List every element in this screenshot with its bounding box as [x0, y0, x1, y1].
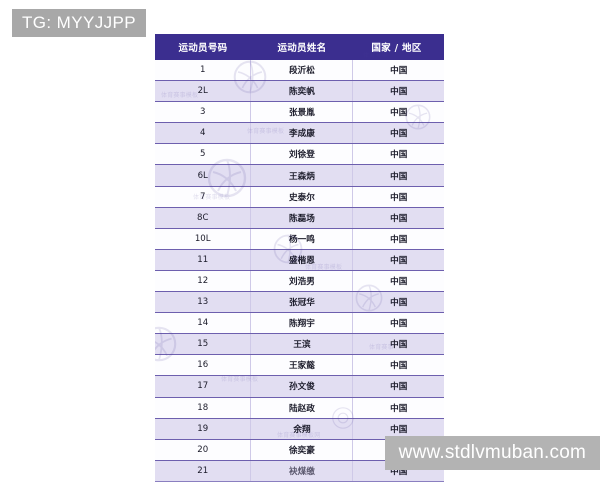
cell-athlete-number: 3 — [155, 101, 252, 124]
cell-country-region: 中国 — [352, 333, 444, 356]
table-row[interactable]: 1 段沂松 中国 — [155, 60, 444, 82]
table-row[interactable]: 7 史泰尔 中国 — [155, 186, 444, 208]
cell-athlete-number: 4 — [155, 122, 252, 145]
cell-athlete-name: 余翔 — [250, 418, 354, 440]
tg-tag-badge: TG: MYYJJPP — [12, 9, 146, 37]
cell-athlete-name: 史泰尔 — [250, 186, 354, 208]
cell-athlete-number: 14 — [155, 312, 252, 335]
table-row[interactable]: 14 陈翔宇 中国 — [155, 312, 444, 335]
cell-country-region: 中国 — [352, 228, 444, 250]
cell-athlete-number: 6L — [155, 164, 252, 187]
table-row[interactable]: 15 王滨 中国 — [155, 333, 444, 356]
cell-athlete-name: 刘浩男 — [250, 270, 354, 293]
athlete-roster-table: 运动员号码 运动员姓名 国家 / 地区 1 段沂松 中国 2L 陈奕帆 中国 3 张景胤 中国 4… — [155, 34, 444, 482]
table-row[interactable]: 6L 王森炳 中国 — [155, 164, 444, 187]
cell-athlete-name: 陈奕帆 — [250, 80, 354, 103]
table-header-row: 运动员号码 运动员姓名 国家 / 地区 — [155, 34, 444, 60]
cell-athlete-name: 徐奕豪 — [250, 439, 354, 461]
cell-athlete-name: 张冠华 — [250, 291, 354, 314]
cell-athlete-number: 1 — [155, 60, 252, 82]
table-row[interactable]: 2L 陈奕帆 中国 — [155, 80, 444, 103]
cell-country-region: 中国 — [352, 186, 444, 208]
cell-athlete-name: 张景胤 — [250, 101, 354, 124]
cell-athlete-number: 8C — [155, 207, 252, 229]
cell-athlete-number: 19 — [155, 418, 252, 440]
cell-country-region: 中国 — [352, 354, 444, 377]
table-body: 1 段沂松 中国 2L 陈奕帆 中国 3 张景胤 中国 4 李成康 中国 5 刘徐登 中国 6L 王森炳 中国 7 史… — [155, 60, 444, 482]
table-row[interactable]: 13 张冠华 中国 — [155, 291, 444, 314]
cell-country-region: 中国 — [352, 60, 444, 82]
cell-athlete-number: 16 — [155, 354, 252, 377]
cell-athlete-name: 王家懿 — [250, 354, 354, 377]
cell-country-region: 中国 — [352, 312, 444, 335]
cell-athlete-name: 李成康 — [250, 122, 354, 145]
cell-athlete-name: 孙文俊 — [250, 375, 354, 398]
cell-country-region: 中国 — [352, 122, 444, 145]
table-row[interactable]: 5 刘徐登 中国 — [155, 143, 444, 166]
cell-athlete-name: 杨一鸣 — [250, 228, 354, 250]
table-row[interactable]: 8C 陈磊场 中国 — [155, 207, 444, 229]
cell-country-region: 中国 — [352, 397, 444, 419]
column-header-name[interactable]: 运动员姓名 — [250, 34, 353, 60]
cell-athlete-name: 陈磊场 — [250, 207, 354, 229]
table-row[interactable]: 16 王家懿 中国 — [155, 354, 444, 377]
table-row[interactable]: 18 陆赵政 中国 — [155, 397, 444, 419]
column-header-number[interactable]: 运动员号码 — [155, 34, 251, 60]
cell-country-region: 中国 — [352, 291, 444, 314]
cell-athlete-name: 陆赵政 — [250, 397, 354, 419]
cell-country-region: 中国 — [352, 270, 444, 293]
site-watermark: www.stdlvmuban.com — [384, 436, 600, 470]
cell-athlete-name: 王森炳 — [250, 164, 354, 187]
table-row[interactable]: 3 张景胤 中国 — [155, 101, 444, 124]
cell-athlete-number: 12 — [155, 270, 252, 293]
cell-athlete-name: 刘徐登 — [250, 143, 354, 166]
cell-athlete-number: 15 — [155, 333, 252, 356]
table-row[interactable]: 21 袂煤缴 中国 — [155, 460, 444, 482]
column-header-region[interactable]: 国家 / 地区 — [352, 34, 444, 60]
cell-country-region: 中国 — [352, 164, 444, 187]
cell-athlete-number: 10L — [155, 228, 252, 250]
cell-athlete-number: 2L — [155, 80, 252, 103]
table-row[interactable]: 17 孙文俊 中国 — [155, 375, 444, 398]
table-row[interactable]: 11 盛楷恩 中国 — [155, 249, 444, 271]
cell-athlete-name: 王滨 — [250, 333, 354, 356]
cell-athlete-number: 20 — [155, 439, 252, 461]
cell-athlete-name: 陈翔宇 — [250, 312, 354, 335]
table-row[interactable]: 4 李成康 中国 — [155, 122, 444, 145]
cell-country-region: 中国 — [352, 143, 444, 166]
cell-athlete-name: 袂煤缴 — [250, 460, 354, 482]
roster-table-container: 体育赛事模板 体育赛事模板 体育赛事 体育赛事模板 体育赛事模板 体育赛事 体育… — [155, 34, 444, 482]
cell-athlete-number: 5 — [155, 143, 252, 166]
cell-athlete-number: 13 — [155, 291, 252, 314]
cell-country-region: 中国 — [352, 249, 444, 271]
cell-athlete-number: 11 — [155, 249, 252, 271]
cell-athlete-number: 17 — [155, 375, 252, 398]
table-row[interactable]: 10L 杨一鸣 中国 — [155, 228, 444, 250]
cell-country-region: 中国 — [352, 207, 444, 229]
cell-athlete-number: 21 — [155, 460, 252, 482]
table-row[interactable]: 12 刘浩男 中国 — [155, 270, 444, 293]
cell-athlete-number: 7 — [155, 186, 252, 208]
cell-country-region: 中国 — [352, 375, 444, 398]
cell-athlete-name: 盛楷恩 — [250, 249, 354, 271]
table-header: 运动员号码 运动员姓名 国家 / 地区 — [155, 34, 444, 60]
cell-athlete-name: 段沂松 — [250, 60, 354, 82]
cell-country-region: 中国 — [352, 101, 444, 124]
cell-country-region: 中国 — [352, 80, 444, 103]
cell-athlete-number: 18 — [155, 397, 252, 419]
